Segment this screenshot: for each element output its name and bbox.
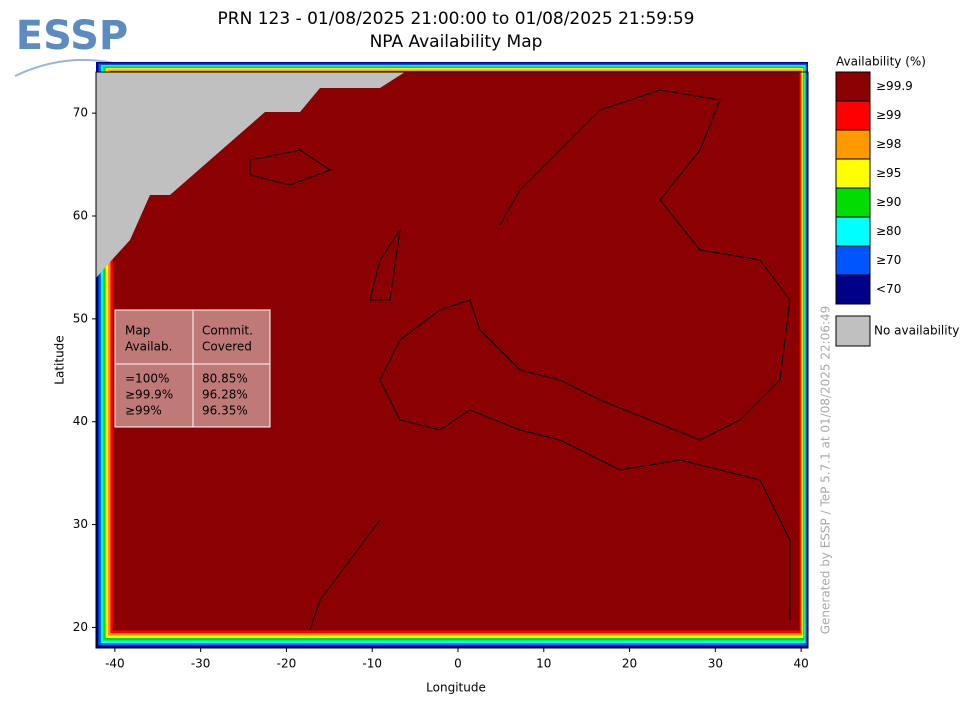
legend-swatch — [835, 315, 871, 347]
chart-title: PRN 123 - 01/08/2025 21:00:00 to 01/08/2… — [218, 9, 695, 29]
x-tick-label: 10 — [536, 657, 551, 671]
table-cell: =100% — [125, 372, 169, 386]
legend-swatch — [835, 158, 871, 189]
chart-subtitle: NPA Availability Map — [370, 32, 543, 52]
x-axis-label: Longitude — [426, 681, 486, 695]
credit: Generated by ESSP / TeP 5.7.1 at 01/08/2… — [819, 306, 833, 635]
x-tick-label: -20 — [277, 657, 297, 671]
legend-label: ≥99.9 — [876, 79, 913, 93]
table-header: Map — [125, 324, 150, 338]
y-tick-label: 50 — [73, 311, 88, 325]
y-tick-label: 20 — [73, 620, 88, 634]
x-tick-label: 20 — [622, 657, 637, 671]
legend-label: <70 — [876, 282, 901, 296]
legend-swatch — [835, 100, 871, 131]
table-cell: 96.28% — [202, 388, 248, 402]
legend-title: Availability (%) — [836, 55, 926, 69]
coastline — [249, 89, 791, 631]
table-header: Covered — [202, 340, 252, 354]
table-cell: 80.85% — [202, 372, 248, 386]
table-header: Commit. — [202, 324, 253, 338]
table-cell: 96.35% — [202, 404, 248, 418]
legend-swatch — [835, 71, 871, 102]
table-cell: ≥99.9% — [125, 388, 173, 402]
legend-label: ≥80 — [876, 224, 901, 238]
table-header: Availab. — [125, 340, 172, 354]
y-tick-label: 70 — [73, 106, 88, 120]
logo: ESSP — [16, 13, 128, 59]
legend-label: ≥99 — [876, 108, 901, 122]
table-cell: ≥99% — [125, 404, 162, 418]
x-tick-label: 30 — [708, 657, 723, 671]
legend-swatch — [835, 274, 871, 305]
legend-label: ≥98 — [876, 137, 901, 151]
x-tick-label: -10 — [362, 657, 382, 671]
legend-label: ≥70 — [876, 253, 901, 267]
legend-swatch — [835, 187, 871, 218]
x-tick-label: -40 — [105, 657, 125, 671]
legend-swatch — [835, 216, 871, 247]
legend-swatch — [835, 129, 871, 160]
legend-swatch — [835, 245, 871, 276]
y-tick-label: 60 — [73, 209, 88, 223]
no-availability-area — [96, 72, 405, 278]
plot-frame — [95, 71, 809, 649]
legend-label: ≥90 — [876, 195, 901, 209]
y-axis-label: Latitude — [53, 335, 67, 384]
x-tick-label: 40 — [793, 657, 808, 671]
x-tick-label: 0 — [454, 657, 462, 671]
legend-label: No availability — [874, 324, 959, 338]
y-tick-label: 30 — [73, 517, 88, 531]
x-tick-label: -30 — [191, 657, 211, 671]
legend-label: ≥95 — [876, 166, 901, 180]
y-tick-label: 40 — [73, 414, 88, 428]
